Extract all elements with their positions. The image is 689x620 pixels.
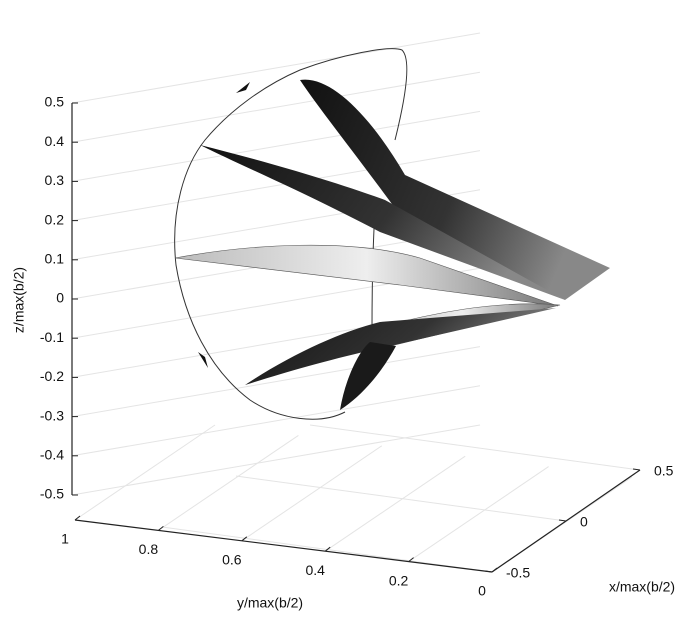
grid-line: [71, 110, 481, 182]
grid-line: [71, 71, 481, 143]
z-tick-label: 0: [56, 290, 64, 306]
z-tick-label: -0.3: [40, 407, 64, 423]
z-tick-label: 0.3: [45, 172, 65, 188]
x-tick: [484, 570, 493, 573]
grid-line: [74, 424, 216, 521]
grid-line: [71, 32, 481, 104]
z-tick-label: -0.2: [40, 368, 64, 384]
y-tick-label: 0.4: [305, 562, 325, 578]
surface: [340, 342, 396, 410]
surface: [300, 79, 610, 300]
x-axis-title: x/max(b/2): [609, 579, 675, 595]
z-tick-label: -0.5: [40, 486, 64, 502]
x-tick-label: -0.5: [506, 565, 530, 581]
y-tick: [158, 526, 164, 531]
grid-line: [241, 445, 383, 542]
z-tick-label: -0.4: [40, 447, 64, 463]
x-tick-label: 0: [580, 514, 588, 530]
grid-line: [71, 385, 481, 457]
y-tick: [74, 515, 81, 521]
grid-line: [324, 455, 466, 552]
surface: [245, 308, 556, 385]
arrow: [198, 352, 208, 368]
z-tick-label: -0.1: [40, 329, 64, 345]
y-tick: [408, 557, 414, 562]
grid-line: [408, 466, 549, 563]
surface: [200, 145, 565, 300]
y-tick-label: 0.8: [139, 541, 159, 557]
y-tick-label: 0.6: [222, 552, 242, 568]
x-tick: [558, 519, 567, 522]
y-tick: [241, 536, 248, 542]
y-tick-label: 0: [478, 583, 486, 599]
grid-line: [71, 424, 481, 496]
axes: 0.5 0.4 0.3 0.2 0.1 0 -0.1 -0.2 -0.3 -0.4 -0.5 1 0.8…: [40, 94, 674, 599]
z-tick-label: 0.2: [45, 211, 65, 227]
x-tick: [632, 468, 641, 471]
grid-line: [309, 424, 641, 471]
z-axis-title: z/max(b/2): [11, 267, 27, 333]
arrow: [236, 82, 250, 93]
z-tick-label: 0.4: [45, 133, 65, 149]
y-axis-title: y/max(b/2): [237, 595, 303, 611]
grid-line: [235, 475, 567, 522]
grid-line: [71, 346, 481, 418]
x-tick-label: 0.5: [654, 463, 674, 479]
y-tick: [324, 546, 331, 552]
surface: [174, 244, 559, 307]
grid-line: [71, 150, 481, 222]
y-axis: [74, 519, 493, 573]
z-tick-label: 0.1: [45, 251, 65, 267]
y-tick-label: 1: [61, 531, 69, 547]
y-tick-label: 0.2: [389, 572, 409, 588]
z-tick-label: 0.5: [45, 94, 65, 110]
grid-line: [158, 434, 299, 531]
